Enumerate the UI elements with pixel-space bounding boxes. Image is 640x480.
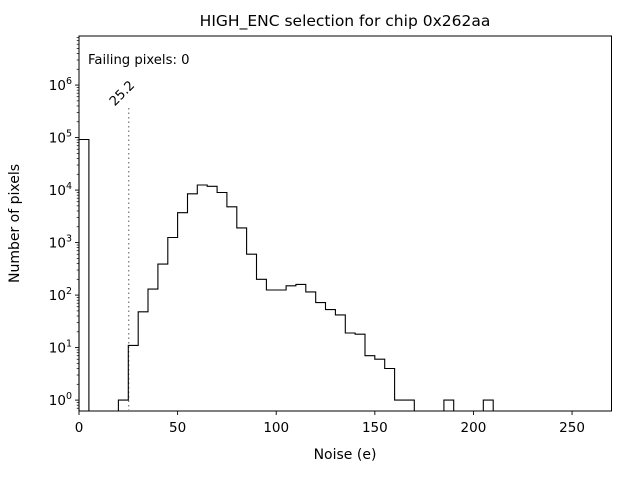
x-axis-label: Noise (e): [314, 447, 377, 463]
x-tick-label: 200: [461, 420, 487, 436]
plot-frame: [78, 35, 612, 412]
x-tick-label: 100: [263, 420, 289, 436]
y-tick-label: 100: [49, 391, 72, 409]
cut-line-label: 25.2: [107, 78, 138, 109]
histogram-line: [78, 138, 612, 412]
y-tick-label: 101: [49, 339, 72, 357]
x-tick-label: 250: [559, 420, 585, 436]
failing-pixels-annotation: Failing pixels: 0: [88, 53, 189, 68]
y-tick-label: 105: [49, 129, 72, 147]
y-tick-label: 103: [49, 234, 72, 252]
y-axis-label: Number of pixels: [7, 164, 23, 283]
x-tick-label: 150: [362, 420, 388, 436]
x-tick-label: 0: [75, 420, 84, 436]
x-axis: 0 50 100 150 200 250: [75, 411, 585, 436]
x-tick-label: 50: [169, 420, 186, 436]
y-tick-label: 104: [49, 181, 72, 199]
y-tick-label: 106: [49, 76, 72, 94]
y-axis: 100 101 102 103 104 105 106: [49, 37, 79, 409]
y-tick-label: 102: [49, 286, 72, 304]
chart-title: HIGH_ENC selection for chip 0x262aa: [200, 12, 491, 31]
